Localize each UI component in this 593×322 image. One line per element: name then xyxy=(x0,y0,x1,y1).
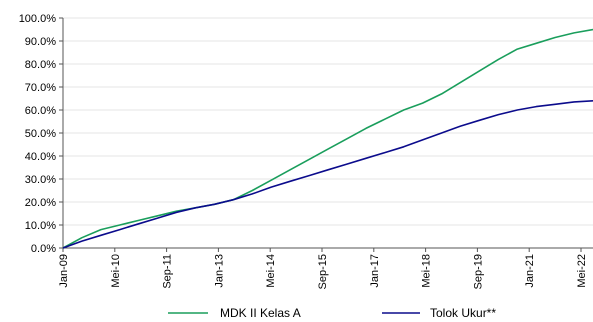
y-tick-label: 70.0% xyxy=(25,82,56,94)
y-tick-label: 60.0% xyxy=(25,105,56,117)
x-tick-label: Mei-10 xyxy=(110,254,122,288)
y-tick-label: 0.0% xyxy=(31,243,56,255)
x-tick-label: Mei-22 xyxy=(576,254,588,288)
x-tick-label: Jan-21 xyxy=(524,254,536,288)
y-tick-label: 20.0% xyxy=(25,197,56,209)
y-tick-label: 50.0% xyxy=(25,128,56,140)
y-tick-label: 30.0% xyxy=(25,174,56,186)
y-axis-ticks: 0.0% 10.0% 20.0% 30.0% 40.0% 50.0% 60.0% 70.0% 8… xyxy=(19,13,63,255)
y-tick-label: 10.0% xyxy=(25,220,56,232)
x-tick-label: Sep-19 xyxy=(472,254,484,289)
x-tick-label: Mei-18 xyxy=(421,254,433,288)
x-tick-label: Sep-15 xyxy=(317,254,329,289)
y-tick-label: 90.0% xyxy=(25,36,56,48)
legend-label-1: MDK II Kelas A xyxy=(220,306,301,320)
y-tick-label: 40.0% xyxy=(25,151,56,163)
x-tick-label: Jan-13 xyxy=(213,254,225,288)
x-tick-label: Jan-17 xyxy=(369,254,381,288)
x-tick-label: Sep-11 xyxy=(162,254,174,289)
y-tick-label: 100.0% xyxy=(19,13,57,25)
series-line-1 xyxy=(62,28,593,249)
series-line-2 xyxy=(62,100,593,249)
y-tick-label: 80.0% xyxy=(25,59,56,71)
gridlines xyxy=(63,17,593,226)
x-tick-label: Mei-14 xyxy=(265,254,277,288)
x-axis-ticks: Jan-09 Mei-10 Sep-11 Jan-13 Mei-14 Sep-15 Jan-… xyxy=(58,248,588,289)
series-lines xyxy=(62,28,593,249)
legend-label-2: Tolok Ukur** xyxy=(430,306,496,320)
x-tick-label: Jan-09 xyxy=(58,254,70,288)
legend: MDK II Kelas A Tolok Ukur** xyxy=(168,306,496,320)
